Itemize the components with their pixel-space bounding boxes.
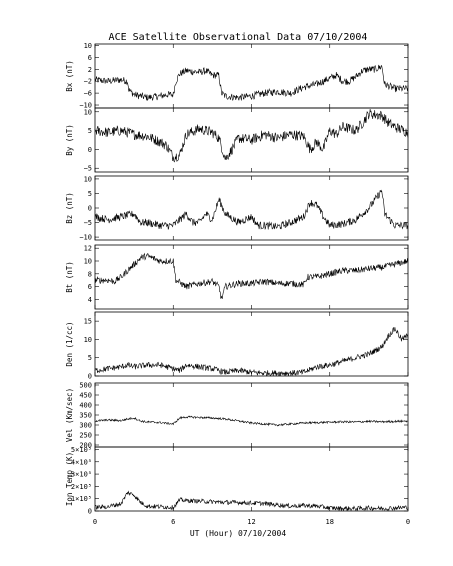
y-tick-label: 4×10⁵ (71, 458, 92, 466)
y-axis-label-bt: Bt (nT) (65, 261, 74, 293)
panel-frame (94, 43, 409, 109)
y-axis-label-temp: Ion Temp (K) (65, 452, 74, 506)
panel-frame (94, 175, 409, 241)
y-axis-label-bz: Bz (nT) (65, 192, 74, 224)
y-tick-label: 2×10⁵ (71, 483, 92, 491)
x-tick-label: 0 (406, 518, 410, 526)
y-tick-label: 6 (88, 54, 92, 62)
series-line-bx (94, 64, 409, 101)
y-tick-label: 400 (79, 402, 92, 410)
y-tick-label: 10 (84, 42, 92, 50)
y-tick-label: 3×10⁵ (71, 471, 92, 479)
panel-vel: 500 450 400 350 300 250 200 Vel (Km/sec) (65, 382, 409, 450)
series-line-bz (94, 189, 409, 231)
y-axis-label-den: Den (1/cc) (65, 321, 74, 366)
y-tick-label: 10 (84, 108, 92, 116)
y-tick-label: 0 (88, 205, 92, 213)
y-tick-label: 350 (79, 412, 92, 420)
y-tick-label: −5 (84, 165, 92, 173)
panel-den: 15 10 5 0 Den (1/cc) (65, 311, 409, 381)
x-tick-label: 0 (93, 518, 97, 526)
y-tick-label: 5 (88, 354, 92, 362)
chart-panels: 10 6 2 −2 −6 −10 Bx (nT) 10 5 0 −5 By (nT) 10 5 0 −5 −10… (65, 42, 410, 526)
chart-title: ACE Satellite Observational Data 07/10/2… (109, 32, 368, 43)
x-tick-label: 6 (171, 518, 175, 526)
y-tick-label: 10 (84, 258, 92, 266)
y-axis-label-vel: Vel (Km/sec) (65, 388, 74, 442)
series-line-bt (94, 252, 409, 300)
x-tick-label: 12 (247, 518, 255, 526)
y-tick-label: 5×10⁵ (71, 446, 92, 454)
panel-temp: 5×10⁵ 4×10⁵ 3×10⁵ 2×10⁵ 1×10⁵ 0 Ion Temp (K) (65, 446, 409, 516)
y-tick-label: 12 (84, 245, 92, 253)
y-tick-label: 10 (84, 336, 92, 344)
panel-by: 10 5 0 −5 By (nT) (65, 107, 409, 173)
y-tick-label: −6 (84, 90, 92, 98)
y-tick-label: 500 (79, 382, 92, 390)
y-tick-label: 200 (79, 442, 92, 450)
panel-frame (94, 382, 409, 448)
y-tick-label: 300 (79, 422, 92, 430)
series-line-temp (94, 490, 409, 512)
y-tick-label: 0 (88, 508, 92, 516)
y-tick-label: −2 (84, 78, 92, 86)
series-line-den (94, 327, 409, 377)
y-tick-label: −10 (79, 102, 92, 110)
y-tick-label: 0 (88, 146, 92, 154)
y-tick-label: 450 (79, 392, 92, 400)
y-tick-label: 0 (88, 373, 92, 381)
series-line-by (94, 109, 409, 163)
y-tick-label: 2 (88, 66, 92, 74)
y-tick-label: 1×10⁵ (71, 495, 92, 503)
y-tick-label: 4 (88, 296, 92, 304)
y-tick-label: 8 (88, 270, 92, 278)
y-tick-label: 250 (79, 432, 92, 440)
series-line-vel (94, 415, 409, 427)
y-tick-label: 10 (84, 175, 92, 183)
panel-bt: 12 10 8 6 4 Bt (nT) (65, 244, 409, 310)
y-axis-label-by: By (nT) (65, 124, 74, 156)
x-axis-label: UT (Hour) 07/10/2004 (190, 529, 287, 538)
y-tick-label: 15 (84, 318, 92, 326)
x-tick-label: 18 (326, 518, 334, 526)
y-axis-label-bx: Bx (nT) (65, 60, 74, 92)
y-tick-label: 6 (88, 283, 92, 291)
panel-bz: 10 5 0 −5 −10 Bz (nT) (65, 175, 409, 242)
y-tick-label: 5 (88, 127, 92, 135)
y-tick-label: 5 (88, 190, 92, 198)
panel-bx: 10 6 2 −2 −6 −10 Bx (nT) (65, 42, 409, 110)
y-tick-label: −5 (84, 219, 92, 227)
y-tick-label: −10 (79, 234, 92, 242)
